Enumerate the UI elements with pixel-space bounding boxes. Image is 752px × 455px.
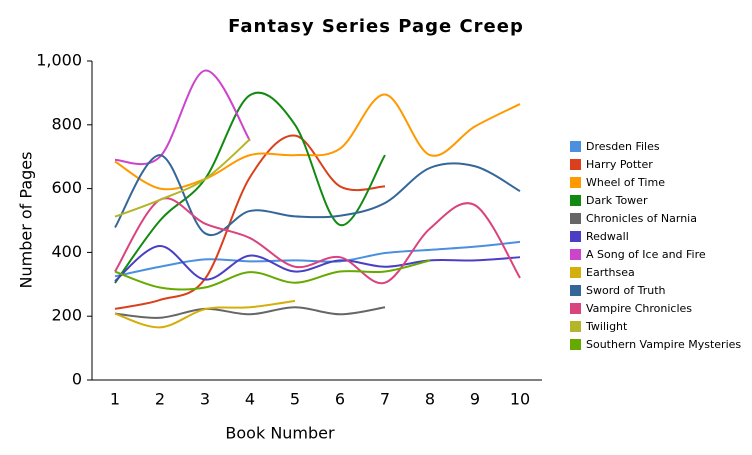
series-line <box>114 299 296 329</box>
legend-label: Harry Potter <box>586 158 653 171</box>
legend-label: A Song of Ice and Fire <box>586 248 706 261</box>
series-line <box>114 240 521 278</box>
legend-swatch <box>570 303 581 314</box>
y-tick-label: 400 <box>51 242 82 261</box>
series-line <box>114 245 521 282</box>
legend-label: Chronicles of Narnia <box>586 212 697 225</box>
legend-swatch <box>570 249 581 260</box>
series-line <box>114 138 251 218</box>
x-tick-label: 9 <box>470 390 480 409</box>
legend-label: Redwall <box>586 230 629 243</box>
legend-swatch <box>570 267 581 278</box>
series-line <box>114 134 386 310</box>
legend-label: Wheel of Time <box>586 176 665 189</box>
legend-swatch <box>570 321 581 332</box>
series-line <box>114 69 251 166</box>
legend-swatch <box>570 213 581 224</box>
series-line <box>114 154 521 237</box>
legend-label: Vampire Chronicles <box>586 302 692 315</box>
series-line <box>114 306 386 319</box>
chart-title: Fantasy Series Page Creep <box>228 16 524 37</box>
legend-swatch <box>570 159 581 170</box>
series-line <box>114 91 386 284</box>
y-tick-label: 200 <box>51 306 82 325</box>
x-tick-label: 2 <box>155 390 165 409</box>
x-tick-label: 5 <box>290 390 300 409</box>
legend-label: Dresden Files <box>586 140 660 153</box>
legend-swatch <box>570 231 581 242</box>
legend-label: Southern Vampire Mysteries <box>586 338 741 351</box>
x-tick-label: 7 <box>380 390 390 409</box>
series-line <box>114 197 521 285</box>
y-tick-label: 600 <box>51 178 82 197</box>
x-tick-label: 10 <box>510 390 530 409</box>
x-tick-label: 3 <box>200 390 210 409</box>
x-tick-label: 4 <box>245 390 255 409</box>
y-tick-label: 800 <box>51 114 82 133</box>
y-tick-label: 0 <box>72 370 82 389</box>
legend-swatch <box>570 285 581 296</box>
x-axis-label: Book Number <box>225 424 335 443</box>
legend-swatch <box>570 141 581 152</box>
y-tick-label: 1,000 <box>36 51 82 70</box>
y-axis-label: Number of Pages <box>17 152 36 289</box>
series-line <box>114 93 521 191</box>
x-tick-label: 1 <box>110 390 120 409</box>
series-line <box>114 259 431 291</box>
legend-label: Sword of Truth <box>586 284 666 297</box>
legend-label: Twilight <box>585 320 628 333</box>
legend-swatch <box>570 195 581 206</box>
legend-swatch <box>570 339 581 350</box>
x-tick-label: 6 <box>335 390 345 409</box>
x-tick-label: 8 <box>425 390 435 409</box>
legend-label: Earthsea <box>586 266 635 279</box>
legend-label: Dark Tower <box>586 194 648 207</box>
legend-swatch <box>570 177 581 188</box>
